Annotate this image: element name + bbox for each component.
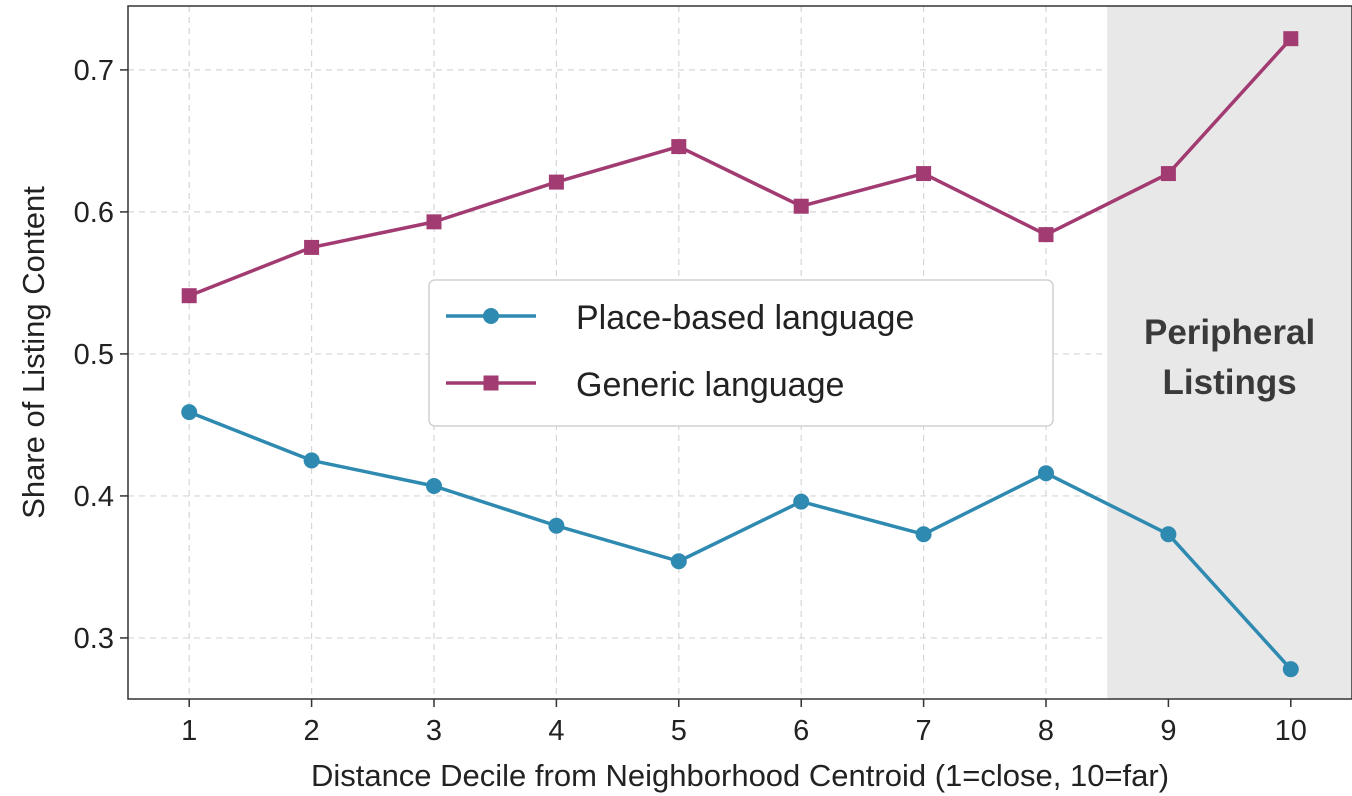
x-tick-label: 3	[426, 715, 442, 747]
data-point-place-based	[1282, 661, 1299, 678]
data-point-place-based	[915, 526, 932, 543]
x-tick-label: 1	[181, 715, 197, 747]
legend: Place-based language Generic language	[428, 279, 1054, 427]
data-point-generic	[548, 174, 564, 190]
legend-marker-place-based	[483, 308, 499, 324]
data-point-place-based	[548, 517, 565, 534]
series-line-generic	[188, 37, 1293, 298]
data-point-place-based	[426, 477, 442, 494]
data-point-place-based	[670, 553, 687, 570]
data-point-place-based	[1038, 465, 1054, 482]
series-line-place-based	[188, 410, 1293, 671]
data-point-generic	[181, 288, 197, 304]
y-tick-label: 0.7	[74, 55, 114, 87]
x-tick-label: 2	[304, 715, 320, 747]
x-tick-label: 7	[916, 715, 932, 747]
x-tick-label: 10	[1275, 715, 1307, 747]
x-tick-label: 8	[1038, 715, 1054, 747]
y-axis-title: Share of Listing Content	[16, 186, 51, 519]
x-tick-label: 4	[548, 715, 564, 747]
x-tick-label: 9	[1160, 715, 1176, 747]
legend-marker-generic	[483, 375, 499, 391]
region-label-line-1: Peripheral	[1144, 313, 1315, 352]
data-point-generic	[793, 198, 809, 214]
y-tick-label: 0.3	[74, 623, 114, 655]
data-point-generic	[426, 214, 442, 230]
peripheral-region-label: Peripheral Listings	[1144, 313, 1315, 402]
data-point-generic	[1038, 227, 1054, 243]
legend-box	[428, 279, 1054, 427]
peripheral-region-shade	[1107, 6, 1352, 699]
data-point-generic	[1283, 31, 1299, 47]
region-label-line-2: Listings	[1163, 363, 1297, 402]
data-point-place-based	[1160, 526, 1177, 543]
plot-frame	[127, 5, 1352, 700]
y-tick-label: 0.4	[74, 481, 114, 513]
y-tick-label: 0.5	[74, 339, 114, 371]
data-point-place-based	[181, 404, 198, 421]
axis-ticks: 1 2 3 4 5 6 7 8 9 10 0.3 0.4 0.5 0.6 0.7	[74, 55, 1307, 747]
x-tick-label: 6	[793, 715, 809, 747]
data-point-generic	[1160, 166, 1176, 182]
legend-label-generic: Generic language	[576, 366, 844, 404]
data-point-place-based	[303, 452, 320, 469]
legend-label-place-based: Place-based language	[576, 299, 914, 337]
data-point-generic	[916, 166, 932, 182]
x-axis-title: Distance Decile from Neighborhood Centro…	[311, 758, 1169, 793]
data-point-generic	[304, 239, 320, 255]
y-tick-label: 0.6	[74, 197, 114, 229]
data-point-place-based	[793, 493, 810, 510]
data-point-generic	[671, 139, 687, 155]
series-layer	[181, 31, 1299, 678]
x-tick-label: 5	[671, 715, 687, 747]
